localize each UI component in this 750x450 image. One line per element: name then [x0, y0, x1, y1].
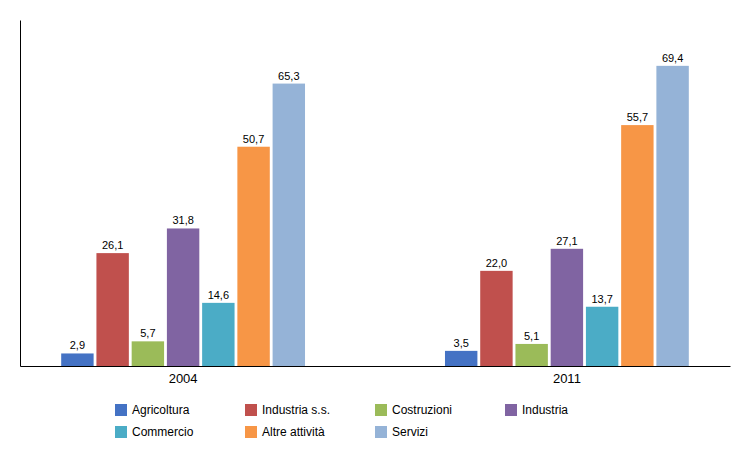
data-label: 69,4: [662, 52, 683, 64]
bar: [167, 228, 199, 366]
data-label: 22,0: [486, 257, 507, 269]
plot: 2,9 3,5 26,1 22,0 5,7 5,1 31,8 27,1 14,6 13,7 50,7…: [21, 21, 731, 387]
legend-swatch: [115, 404, 127, 416]
bars: [61, 66, 689, 366]
legend-swatch: [115, 426, 127, 438]
data-label: 5,1: [524, 330, 539, 342]
bar: [621, 125, 653, 366]
data-label: 27,1: [556, 235, 577, 247]
y-axis-line: [20, 21, 21, 367]
bar: [515, 344, 547, 366]
data-label: 50,7: [243, 133, 264, 145]
data-label: 14,6: [208, 289, 229, 301]
data-label: 5,7: [140, 327, 155, 339]
x-tick: 2011: [553, 366, 581, 386]
bar: [273, 84, 305, 366]
legend-item: Industria: [505, 403, 568, 417]
bar: [586, 307, 618, 366]
bar: [202, 303, 234, 366]
y-axis: [20, 21, 21, 367]
data-label: 31,8: [172, 214, 193, 226]
legend-item: Industria s.s.: [245, 403, 330, 417]
x-tick-label: 2004: [169, 371, 198, 386]
legend-label: Servizi: [392, 425, 428, 439]
data-label: 65,3: [278, 70, 299, 82]
bar: [96, 253, 128, 366]
legend-swatch: [375, 404, 387, 416]
legend-label: Industria s.s.: [262, 403, 330, 417]
legend: Agricoltura Industria s.s. Costruzioni Indu…: [115, 403, 568, 439]
legend-label: Altre attività: [262, 425, 325, 439]
legend-swatch: [245, 404, 257, 416]
x-axis: 2004 2011: [21, 366, 731, 386]
data-label: 3,5: [454, 337, 469, 349]
legend-item: Agricoltura: [115, 403, 190, 417]
data-label: 2,9: [70, 339, 85, 351]
data-label: 13,7: [591, 293, 612, 305]
chart: 2,9 3,5 26,1 22,0 5,7 5,1 31,8 27,1 14,6 13,7 50,7…: [0, 0, 750, 450]
legend-label: Agricoltura: [132, 403, 190, 417]
data-labels: 2,9 3,5 26,1 22,0 5,7 5,1 31,8 27,1 14,6 13,7 50,7…: [70, 52, 684, 352]
bar: [237, 147, 269, 366]
bar: [551, 249, 583, 366]
legend-swatch: [375, 426, 387, 438]
bar: [132, 341, 164, 366]
data-label: 26,1: [102, 239, 123, 251]
legend-item: Servizi: [375, 425, 428, 439]
bar: [61, 353, 93, 366]
legend-item: Commercio: [115, 425, 194, 439]
legend-item: Costruzioni: [375, 403, 452, 417]
x-tick: 2004: [169, 366, 198, 386]
data-label: 55,7: [627, 111, 648, 123]
legend-label: Industria: [522, 403, 568, 417]
x-axis-line: [21, 366, 731, 367]
legend-item: Altre attività: [245, 425, 325, 439]
bar: [656, 66, 688, 366]
legend-swatch: [245, 426, 257, 438]
bar: [480, 271, 512, 366]
legend-swatch: [505, 404, 517, 416]
legend-label: Costruzioni: [392, 403, 452, 417]
legend-label: Commercio: [132, 425, 194, 439]
bar: [445, 351, 477, 366]
x-tick-label: 2011: [553, 371, 581, 386]
